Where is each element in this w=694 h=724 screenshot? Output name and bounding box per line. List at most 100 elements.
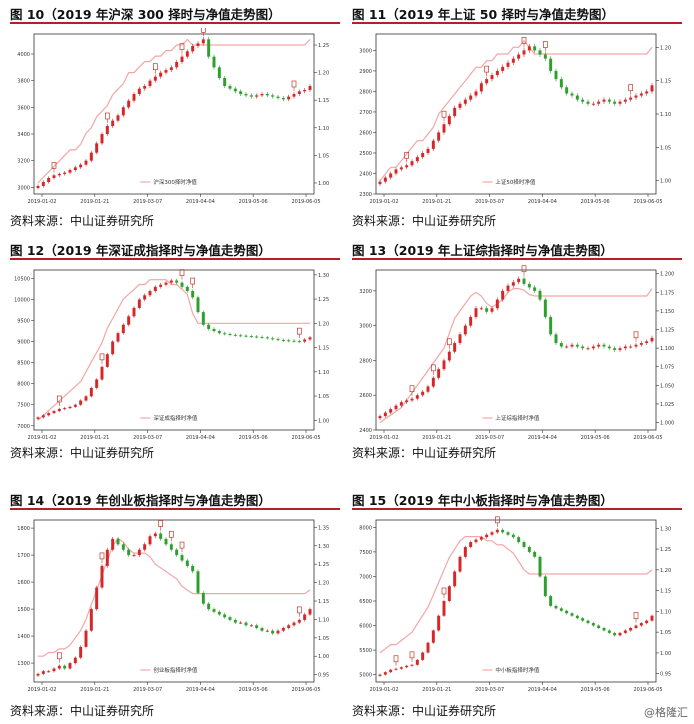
candle [458,334,462,344]
plot-frame [375,33,657,195]
x-tick-label: 2019-04-04 [528,687,557,693]
candle [410,161,414,166]
candle [469,316,473,326]
candle [415,157,419,162]
candle [581,618,585,621]
candle [52,411,56,414]
candle [559,343,563,347]
candle [308,337,312,340]
legend-label: 沪深300择时净值 [153,178,197,186]
nav-line [379,288,653,424]
candle [233,334,237,336]
candle [73,167,77,170]
signal-marker [200,28,206,33]
candle [442,601,446,616]
x-tick-label: 2019-01-21 [80,199,109,205]
candle [244,335,248,337]
y2-tick-label: 1.10 [660,609,671,615]
candle [506,62,510,67]
candle [217,67,221,78]
candle [378,181,382,185]
candle [52,668,56,672]
candle [271,338,275,340]
candle [527,46,531,51]
figure-title: 图 10（2019 年沪深 300 择时与净值走势图） [10,7,281,22]
figure-source: 资料来源：中山证券研究所 [10,446,155,460]
candle [100,134,104,144]
y2-tick-label: 1.20 [318,71,329,77]
candle [570,613,574,616]
candle [570,93,574,96]
candle [132,307,136,317]
y-tick-label: 3600 [17,105,30,111]
candle [447,351,451,361]
candle [389,409,393,413]
candle [575,615,579,619]
candle [634,344,638,347]
y2-tick-label: 1.35 [318,525,329,531]
candle [549,58,553,71]
y2-tick-label: 1.05 [660,630,671,636]
candle [602,99,606,102]
candle [410,398,414,401]
y-tick-label: 2500 [359,151,372,157]
candle [522,542,526,547]
y2-tick-label: 1.100 [660,346,674,352]
candle [164,282,168,285]
y-tick-label: 5000 [359,673,372,679]
y2-tick-label: 1.075 [660,365,674,371]
chart-3: 2400 2600 2800 3000 3200 1.000 1.025 1.050 1.075… [359,265,674,441]
signal-marker [521,37,527,44]
candle [159,284,163,287]
chart-2: 7000 7500 8000 8500 9000 9500 10000 10500 1.00 1.… [14,269,329,441]
x-tick-label: 2019-01-02 [27,435,56,441]
y2-tick-label: 1.15 [318,98,329,104]
candle [538,50,542,55]
nav-line [37,38,311,184]
signal-marker [494,516,500,524]
y-tick-label: 1800 [17,526,30,532]
x-tick-label: 2019-04-04 [186,199,215,205]
candle [570,344,574,347]
y2-tick-label: 1.00 [660,651,671,657]
candle [287,96,291,100]
candle [249,336,253,338]
candle [191,565,195,572]
x-tick-label: 2019-05-06 [581,687,610,693]
y-tick-label: 3200 [359,289,372,295]
candle [47,413,51,416]
candle [287,625,291,628]
candle [405,165,409,168]
y2-tick-label: 1.15 [660,79,671,85]
y2-tick-label: 1.200 [660,272,674,278]
candle [244,94,248,96]
candle [121,107,125,116]
y-tick-label: 10500 [14,276,30,282]
candle [100,565,104,588]
candle [223,78,227,86]
candle [297,619,301,623]
candle [431,140,435,149]
candle [111,538,115,550]
candle [89,609,93,631]
candle [297,341,301,343]
candle [650,337,654,342]
candle [517,54,521,59]
candle [95,587,99,610]
candle [554,70,558,80]
candle [383,412,387,417]
candle [41,671,45,674]
nav-line [379,39,653,182]
candle [164,538,168,545]
candle [292,622,296,626]
candle [68,170,72,173]
candle [645,91,649,94]
candle [63,665,67,669]
y-tick-label: 2900 [359,69,372,75]
candle [591,346,595,349]
candle [431,377,435,387]
candle [597,625,601,628]
y-tick-label: 8000 [359,525,372,531]
watermark: @格隆汇 [644,706,688,719]
candle [143,544,147,550]
